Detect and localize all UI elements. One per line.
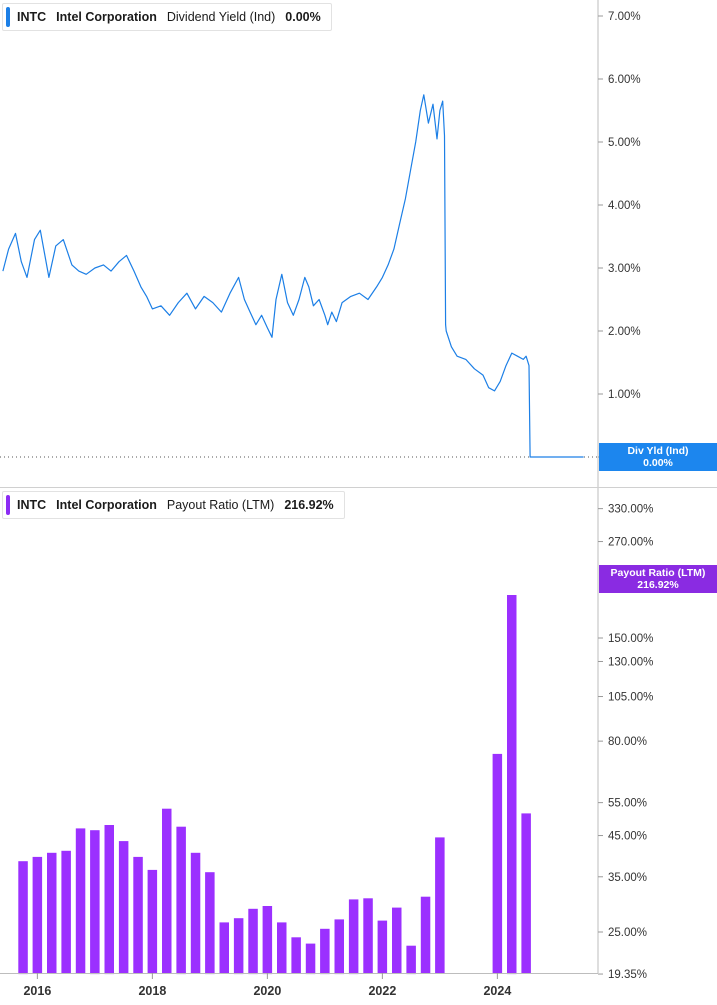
legend-symbol: INTC (17, 498, 47, 512)
y-tick-label: 3.00% (608, 263, 641, 275)
payout-ratio-bar (32, 856, 43, 974)
payout-ratio-bar (334, 919, 344, 975)
payout-ratio-bar (406, 945, 416, 975)
series-color-swatch (6, 7, 10, 27)
payout-ratio-bar (190, 852, 201, 974)
payout-ratio-bar (147, 869, 158, 974)
payout-ratio-bar (47, 852, 57, 974)
payout-ratio-bar (75, 828, 86, 974)
payout-ratio-bar (277, 922, 287, 974)
payout-ratio-bar (90, 830, 100, 975)
payout-ratio-bar (18, 861, 28, 975)
y-tick-label: 7.00% (608, 11, 641, 23)
x-tick-label: 2022 (368, 984, 396, 998)
tag-value: 216.92% (637, 579, 679, 591)
y-tick-label: 80.00% (608, 736, 647, 748)
payout-ratio-bar (320, 928, 330, 975)
payout-ratio-bar (248, 908, 258, 975)
payout-ratio-bar (61, 850, 71, 974)
legend-company: Intel Corporation (56, 498, 157, 512)
y-tick-label: 19.35% (608, 969, 647, 981)
payout-ratio-bar (348, 899, 359, 975)
legend-value: 0.00% (285, 10, 321, 24)
y-tick-label: 1.00% (608, 389, 641, 401)
payout-ratio-bar (176, 826, 186, 975)
payout-ratio-bar (420, 896, 431, 974)
y-tick-label: 2.00% (608, 326, 641, 338)
y-tick-label: 4.00% (608, 200, 641, 212)
payout-ratio-bar (104, 825, 114, 975)
y-tick-label: 6.00% (608, 74, 641, 86)
y-tick-label: 25.00% (608, 927, 647, 939)
payout-ratio-bar (377, 920, 388, 974)
series-color-swatch (6, 495, 10, 515)
payout-ratio-bar (162, 808, 172, 974)
dividend-yield-panel: 0.00% 1.00% 2.00% 3.00% 4.00% 5.00% 6.00% 7.00% (0, 0, 717, 488)
y-tick-label: 150.00% (608, 633, 653, 645)
payout-ratio-bar (133, 856, 143, 974)
payout-ratio-bar (363, 898, 373, 974)
payout-ratio-bar (118, 841, 129, 974)
y-tick-label: 55.00% (608, 798, 647, 810)
payout-ratio-bar (205, 872, 215, 975)
payout-ratio-bar (262, 906, 273, 975)
y-tick-label: 5.00% (608, 137, 641, 149)
payout-ratio-bar (219, 922, 229, 974)
payout-ratio-bar (392, 907, 402, 974)
y-tick-label: 130.00% (608, 656, 653, 668)
x-tick-label: 2024 (483, 984, 511, 998)
y-tick-label: 35.00% (608, 872, 647, 884)
legend-company: Intel Corporation (56, 10, 157, 24)
x-axis: 2016 2018 2020 2022 2024 (0, 973, 598, 998)
legend-value: 216.92% (284, 498, 334, 512)
x-tick-label: 2020 (253, 984, 281, 998)
payout-ratio-bar (435, 837, 445, 974)
legend-metric: Payout Ratio (LTM) (166, 498, 275, 512)
payout-ratio-bar (492, 753, 503, 974)
x-tick-label: 2016 (23, 984, 51, 998)
payout-ratio-panel: 19.35% 25.00% 35.00% 45.00% 55.00% 80.00% 105.… (18, 488, 653, 981)
y-tick-label: 330.00% (608, 504, 653, 516)
payout-ratio-bar (291, 937, 301, 974)
payout-ratio-bar (521, 813, 531, 974)
y-tick-label: 105.00% (608, 692, 653, 704)
x-tick-label: 2018 (138, 984, 166, 998)
tag-label: Div Yld (Ind) (627, 445, 689, 457)
y-tick-label: 270.00% (608, 537, 653, 549)
payout-ratio-legend[interactable]: INTC Intel Corporation Payout Ratio (LTM… (2, 491, 345, 519)
legend-metric: Dividend Yield (Ind) (166, 10, 276, 24)
payout-ratio-value-tag: Payout Ratio (LTM) 216.92% (599, 565, 717, 593)
y-tick-label: 45.00% (608, 831, 647, 843)
dividend-yield-legend[interactable]: INTC Intel Corporation Dividend Yield (I… (2, 3, 332, 31)
tag-label: Payout Ratio (LTM) (610, 567, 706, 579)
payout-ratio-bar (507, 595, 517, 975)
payout-ratio-bar (233, 918, 244, 975)
tag-value: 0.00% (643, 457, 673, 469)
legend-symbol: INTC (17, 10, 47, 24)
dividend-yield-value-tag: Div Yld (Ind) 0.00% (599, 443, 717, 471)
dividend-yield-line (2, 94, 584, 458)
payout-ratio-bar (305, 943, 316, 975)
